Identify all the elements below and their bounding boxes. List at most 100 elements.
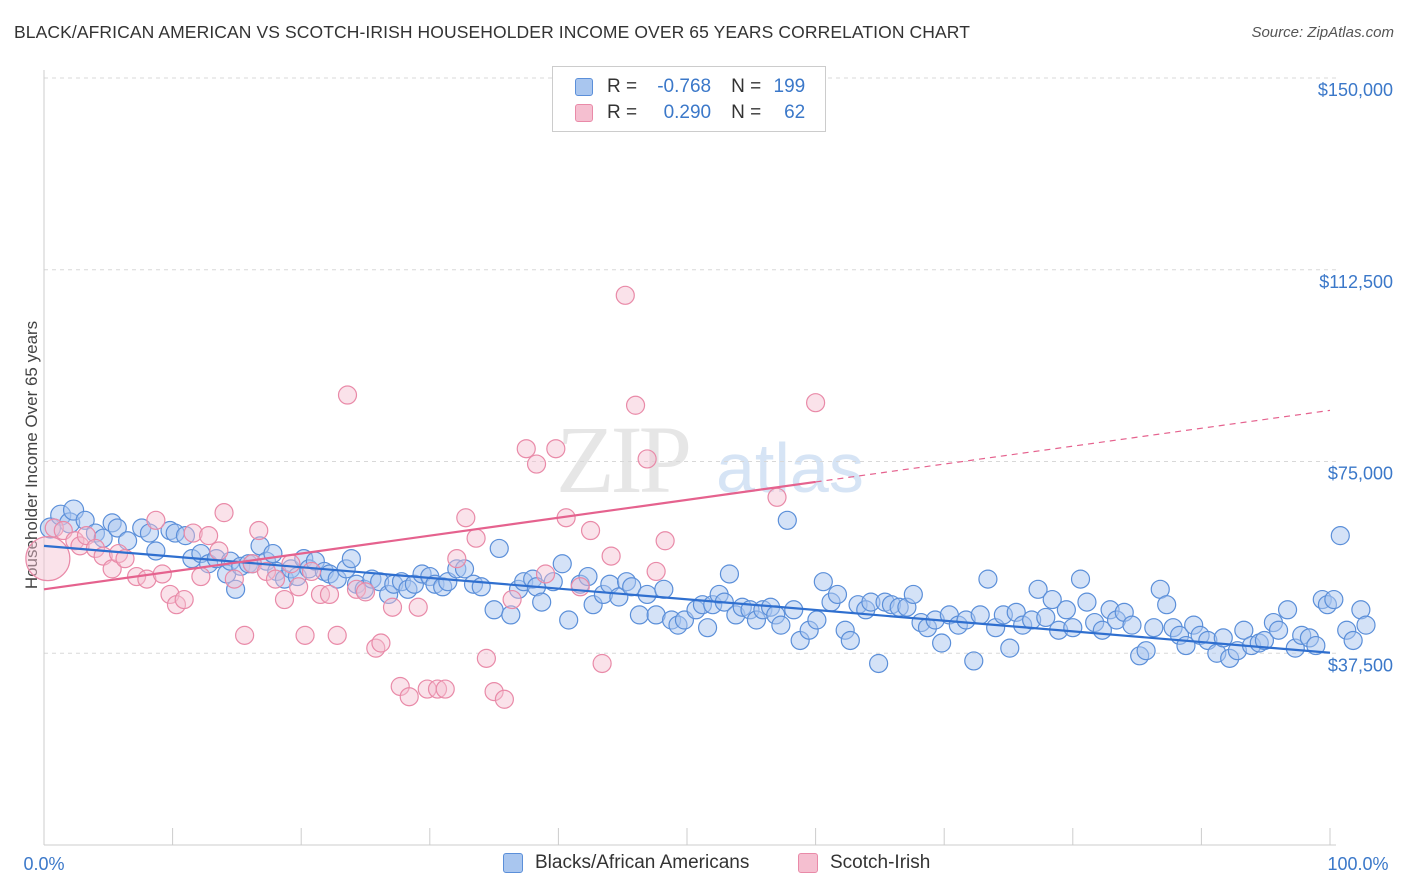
x-ticks <box>43 828 1331 845</box>
scotch-irish-point <box>502 589 522 610</box>
blacks-point <box>1268 620 1289 640</box>
scotch-irish-point <box>289 577 309 597</box>
blacks-point <box>226 579 246 599</box>
scotch-irish-point <box>476 648 496 668</box>
scotch-irish-point <box>580 520 601 541</box>
series-black-points <box>25 285 826 709</box>
x-tick-label-start: 0.0% <box>23 854 64 874</box>
legend-label-scotch-irish: Scotch-Irish <box>830 852 931 873</box>
watermark-atlas: atlas <box>716 429 864 507</box>
scotch-irish-point <box>484 681 504 702</box>
scotch-irish-point <box>281 554 301 574</box>
scotch-irish-point <box>214 503 234 523</box>
scotch-irish-point <box>546 439 566 459</box>
scotch-irish-point <box>265 569 286 589</box>
chart-source: Source: ZipAtlas.com <box>1251 24 1394 41</box>
blacks-point <box>827 584 848 605</box>
blacks-point <box>719 564 740 584</box>
y-tick-label: $150,000 <box>1318 80 1393 100</box>
blacks-point <box>654 579 674 599</box>
scotch-irish-point <box>274 589 295 610</box>
scotch-irish-point <box>535 564 556 584</box>
scotch-irish-point <box>447 549 467 569</box>
blacks-point <box>1036 607 1056 628</box>
zipatlas-watermark: ZIP atlas <box>556 406 864 513</box>
blacks-point <box>771 615 791 635</box>
scotch-irish-point <box>382 597 403 617</box>
blacks-point <box>471 577 491 597</box>
blacks-point <box>813 572 833 592</box>
blacks-point <box>1254 630 1275 651</box>
scotch-irish-point <box>625 395 646 415</box>
scotch-irish-point <box>209 541 229 561</box>
scotch-irish-point <box>408 597 428 617</box>
y-tick-label: $37,500 <box>1328 655 1393 675</box>
y-tick-labels: $150,000 $112,500 $75,000 $37,500 <box>1318 80 1393 675</box>
legend-n-value: 62 <box>784 102 806 123</box>
legend-n-value: 199 <box>773 76 806 97</box>
y-axis-label: Householder Income Over 65 years <box>22 321 41 589</box>
scotch-irish-point <box>435 679 455 699</box>
legend-label-blacks: Blacks/African Americans <box>535 852 750 873</box>
blacks-point <box>543 572 563 592</box>
trend-lines <box>43 409 1331 654</box>
legend-row-blacks: R = -0.768 N = 199 <box>575 75 805 99</box>
series-legend: Blacks/African Americans Scotch-Irish <box>0 852 1406 878</box>
legend-item-scotch-irish: Scotch-Irish <box>798 852 930 874</box>
scotch-irish-point <box>191 566 211 587</box>
scotch-irish-point <box>601 546 621 566</box>
legend-n-label: N = <box>731 76 762 97</box>
blacks-point <box>1330 526 1350 546</box>
scotch-irish-point <box>146 510 166 530</box>
blacks-point <box>1234 620 1254 640</box>
scotch-irish-point <box>337 385 358 405</box>
scotch-irish-point <box>494 689 514 709</box>
scotch-irish-point <box>805 393 826 413</box>
legend-swatch-pink <box>798 853 818 873</box>
scotch-irish-point <box>355 582 376 602</box>
blacks-point <box>484 600 504 620</box>
scotch-irish-point <box>466 528 486 548</box>
scotch-irish-point <box>366 638 386 658</box>
blacks-point <box>552 554 572 574</box>
blacks-point <box>1306 635 1326 656</box>
x-tick-label-end: 100.0% <box>1327 854 1388 874</box>
correlation-legend: R = -0.768 N = 199 R = 0.290 N = 62 <box>552 66 826 132</box>
scotch-irish-point <box>637 449 657 469</box>
blacks-point <box>146 541 166 561</box>
legend-r-value: -0.768 <box>657 76 712 97</box>
scotch-irish-point <box>615 285 635 305</box>
legend-row-scotch-irish: R = 0.290 N = 62 <box>575 101 805 125</box>
blacks-point <box>263 543 283 564</box>
scotch-irish-point <box>526 454 547 474</box>
blacks-point <box>1056 600 1076 620</box>
scotch-irish-point <box>199 526 219 546</box>
scotch-irish-point <box>249 520 269 541</box>
scotch-irish-point <box>295 625 315 645</box>
blacks-point <box>964 651 984 671</box>
blacks-point <box>1063 618 1083 638</box>
blacks-point <box>489 538 509 559</box>
scotch-irish-point <box>570 577 590 597</box>
blacks-point <box>1144 618 1164 638</box>
legend-swatch-pink <box>575 104 593 122</box>
scotch-irish-point <box>65 531 85 551</box>
blacks-point <box>697 618 718 638</box>
blacks-point <box>869 653 889 674</box>
scotch-irish-point <box>592 653 612 674</box>
blacks-point <box>1136 641 1156 661</box>
scotch-irish-point <box>70 536 90 556</box>
axes <box>43 70 1336 846</box>
scotch-irish-trend-extension <box>815 409 1331 483</box>
legend-swatch-blue <box>575 78 593 96</box>
blacks-point <box>1070 569 1091 589</box>
blacks-point <box>978 569 998 589</box>
legend-r-label: R = <box>607 76 638 97</box>
scotch-irish-point <box>646 561 666 582</box>
blacks-point <box>840 630 860 651</box>
y-tick-label: $112,500 <box>1319 272 1393 292</box>
blacks-point <box>932 633 952 653</box>
blacks-point <box>454 559 475 579</box>
legend-n-label: N = <box>731 102 762 123</box>
blacks-point <box>578 566 598 587</box>
